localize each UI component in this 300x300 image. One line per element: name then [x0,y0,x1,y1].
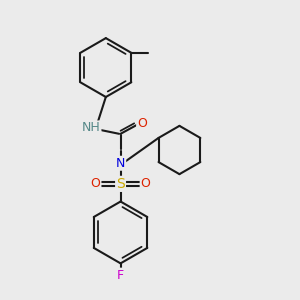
Text: O: O [141,177,151,190]
Text: O: O [137,117,147,130]
Text: NH: NH [82,122,100,134]
Text: N: N [116,157,125,170]
Text: S: S [116,177,125,191]
Text: O: O [91,177,100,190]
Text: F: F [117,268,124,282]
